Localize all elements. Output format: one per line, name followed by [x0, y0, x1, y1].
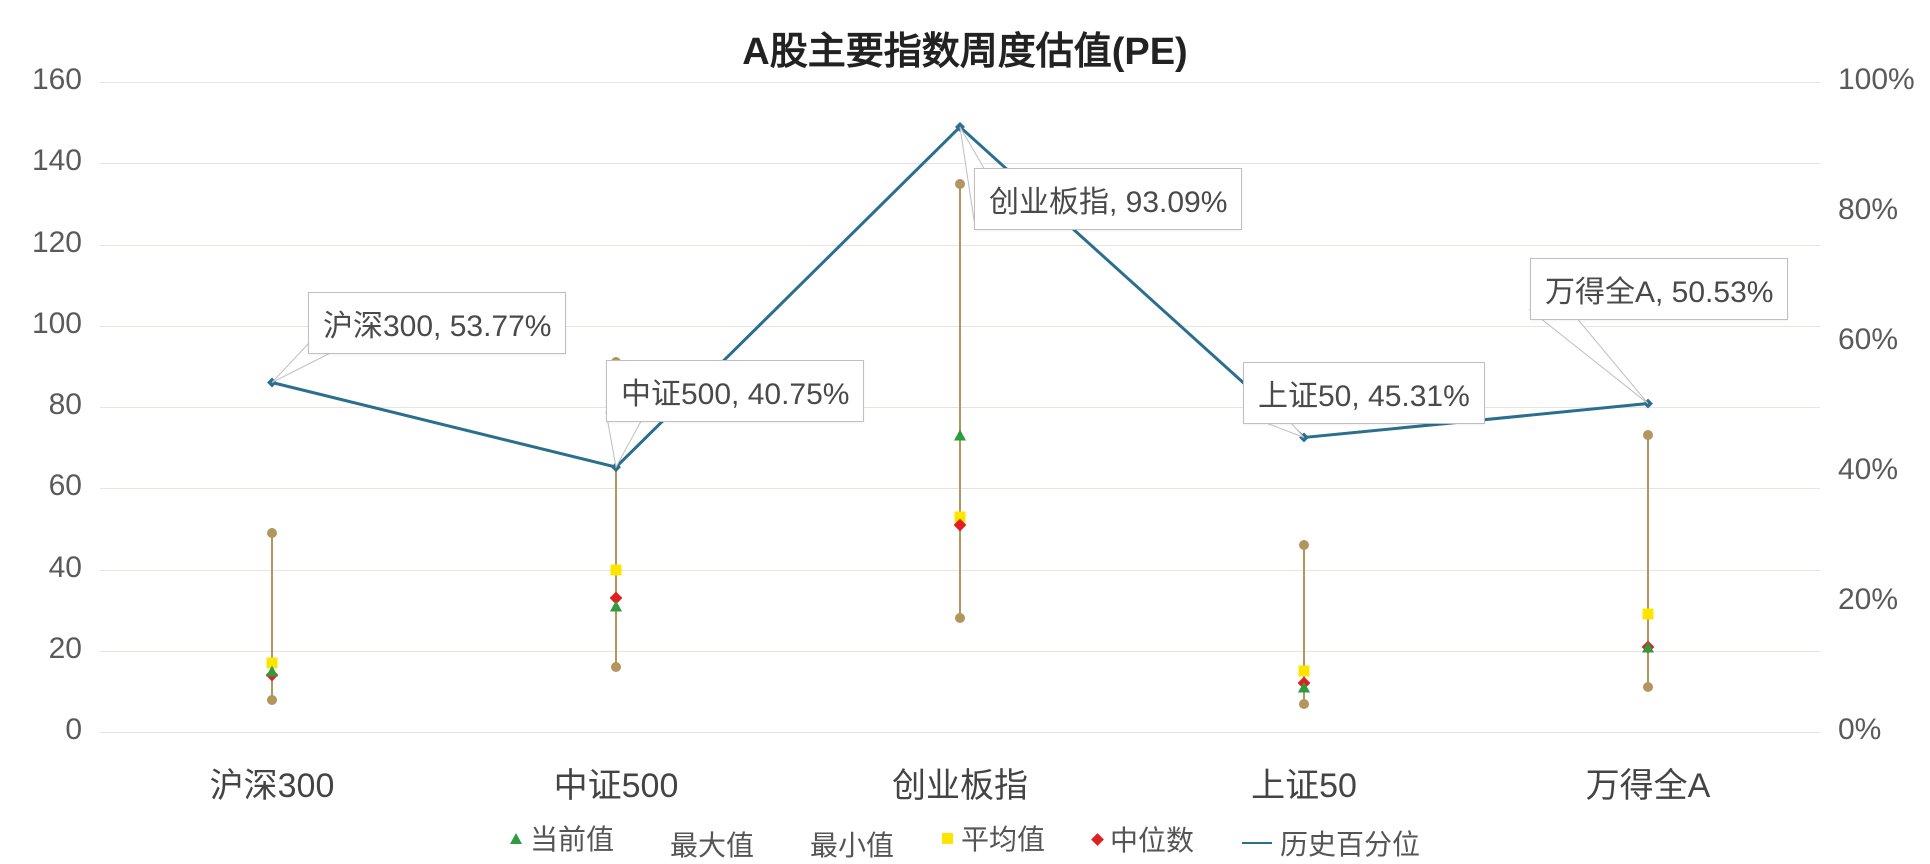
y-left-tick-label: 100 — [32, 307, 82, 341]
legend: 当前值 最大值 最小值 平均值 中位数 历史百分位 — [0, 818, 1930, 864]
legend-item-mean: 平均值 — [942, 818, 1045, 858]
square-icon — [942, 833, 953, 844]
triangle-icon — [510, 833, 522, 844]
x-category-label: 上证50 — [1251, 758, 1357, 807]
callout-box: 上证50, 45.31% — [1243, 362, 1485, 424]
y-left-tick-label: 160 — [32, 63, 82, 97]
y-left-tick-label: 60 — [49, 469, 82, 503]
legend-item-current: 当前值 — [510, 818, 614, 858]
chart-container: A股主要指数周度估值(PE) 0204060801001201401600%20… — [0, 0, 1930, 863]
y-right-tick-label: 40% — [1838, 453, 1898, 487]
chart-title: A股主要指数周度估值(PE) — [0, 20, 1930, 75]
y-right-tick-label: 100% — [1838, 63, 1915, 97]
plot-area: 0204060801001201401600%20%40%60%80%100%沪… — [100, 82, 1820, 732]
callout-box: 万得全A, 50.53% — [1530, 258, 1788, 320]
callout-box: 中证500, 40.75% — [606, 360, 864, 422]
y-left-tick-label: 40 — [49, 551, 82, 585]
legend-label: 当前值 — [530, 818, 614, 858]
legend-item-pctile: 历史百分位 — [1242, 823, 1420, 863]
callout-box: 沪深300, 53.77% — [308, 292, 566, 354]
x-category-label: 中证500 — [554, 758, 679, 807]
y-left-tick-label: 140 — [32, 144, 82, 178]
y-right-tick-label: 0% — [1838, 713, 1881, 747]
legend-label: 最大值 — [670, 824, 754, 864]
legend-item-median: 中位数 — [1093, 819, 1194, 859]
diamond-icon — [1091, 833, 1104, 846]
gridline — [100, 732, 1820, 733]
legend-label: 最小值 — [810, 824, 894, 864]
x-category-label: 沪深300 — [210, 758, 335, 807]
legend-item-min: 最小值 — [802, 824, 894, 864]
y-left-tick-label: 120 — [32, 226, 82, 260]
y-right-tick-label: 60% — [1838, 323, 1898, 357]
y-left-tick-label: 0 — [65, 713, 82, 747]
y-right-tick-label: 80% — [1838, 193, 1898, 227]
legend-item-max: 最大值 — [662, 824, 754, 864]
line-icon — [1242, 842, 1272, 844]
callout-box: 创业板指, 93.09% — [974, 168, 1242, 230]
legend-label: 历史百分位 — [1280, 823, 1420, 863]
x-category-label: 创业板指 — [892, 758, 1028, 807]
legend-label: 平均值 — [961, 818, 1045, 858]
y-left-tick-label: 20 — [49, 632, 82, 666]
y-right-tick-label: 20% — [1838, 583, 1898, 617]
x-category-label: 万得全A — [1586, 758, 1711, 807]
percentile-line — [100, 82, 1820, 732]
y-left-tick-label: 80 — [49, 388, 82, 422]
legend-label: 中位数 — [1110, 819, 1194, 859]
